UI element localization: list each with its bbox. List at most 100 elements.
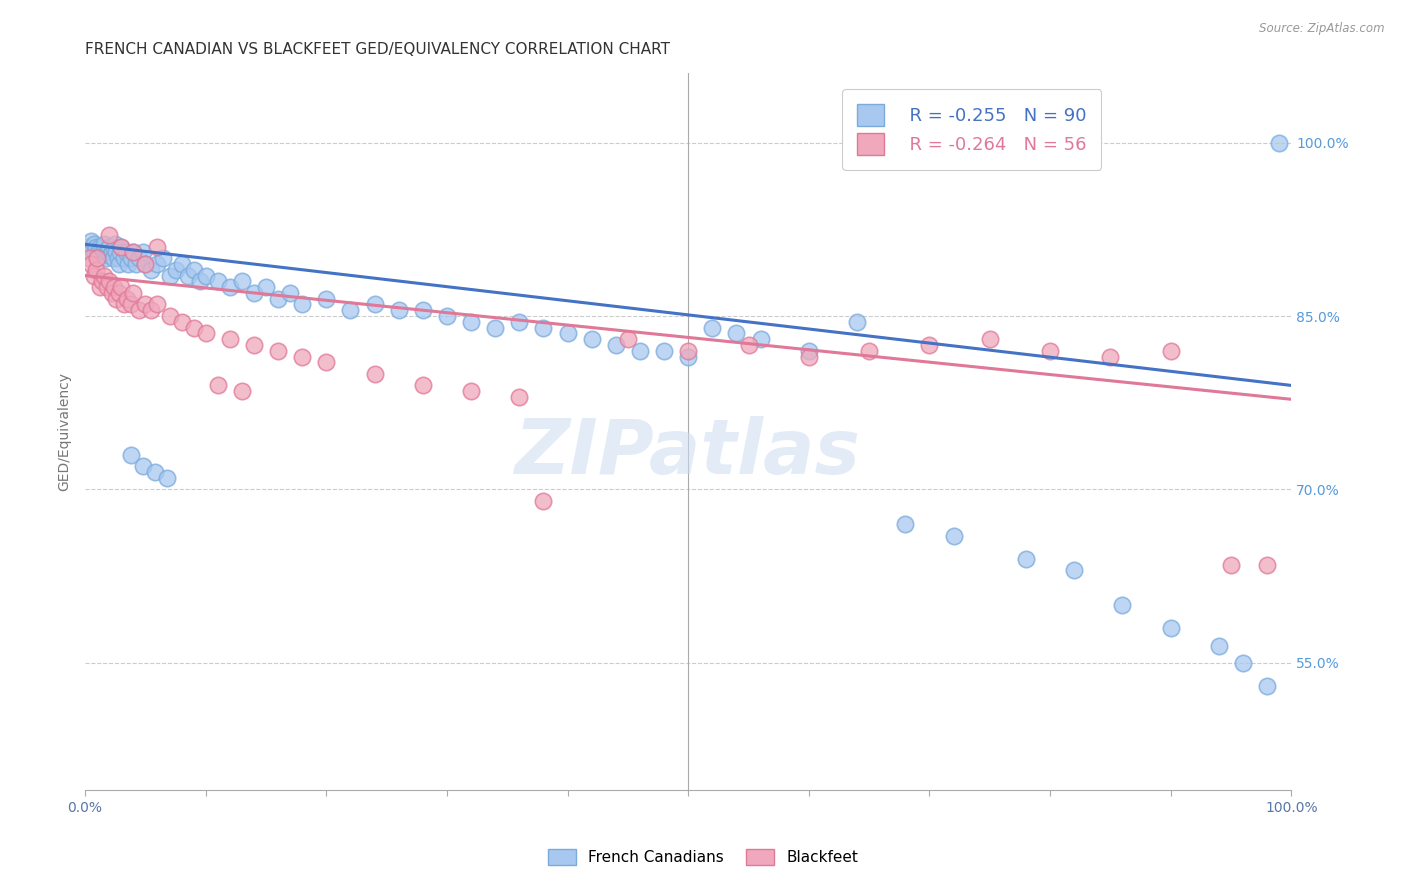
Point xyxy=(508,390,530,404)
Point xyxy=(1039,343,1062,358)
Point xyxy=(942,529,965,543)
Point xyxy=(254,280,277,294)
Point xyxy=(108,285,131,300)
Point xyxy=(87,245,110,260)
Point xyxy=(156,471,179,485)
Point xyxy=(152,251,174,265)
Point xyxy=(76,240,98,254)
Point xyxy=(90,249,112,263)
Point xyxy=(98,274,121,288)
Point xyxy=(412,378,434,392)
Point xyxy=(315,292,337,306)
Point xyxy=(108,257,131,271)
Point xyxy=(218,332,240,346)
Point xyxy=(581,332,603,346)
Point xyxy=(315,355,337,369)
Point xyxy=(702,320,724,334)
Point xyxy=(77,251,100,265)
Point xyxy=(1256,679,1278,693)
Point xyxy=(132,459,155,474)
Point xyxy=(110,240,132,254)
Point xyxy=(291,350,314,364)
Point xyxy=(243,338,266,352)
Point xyxy=(159,268,181,283)
Point xyxy=(141,303,163,318)
Point xyxy=(291,297,314,311)
Point xyxy=(412,303,434,318)
Point xyxy=(207,378,229,392)
Point xyxy=(128,251,150,265)
Point xyxy=(797,350,820,364)
Point xyxy=(858,343,880,358)
Point xyxy=(120,448,142,462)
Legend:   R = -0.255   N = 90,   R = -0.264   N = 56: R = -0.255 N = 90, R = -0.264 N = 56 xyxy=(842,89,1101,169)
Point xyxy=(108,245,131,260)
Point xyxy=(1208,639,1230,653)
Point xyxy=(103,280,125,294)
Point xyxy=(122,245,145,260)
Point xyxy=(194,268,217,283)
Point xyxy=(165,262,187,277)
Point xyxy=(243,285,266,300)
Point xyxy=(86,251,108,265)
Text: FRENCH CANADIAN VS BLACKFEET GED/EQUIVALENCY CORRELATION CHART: FRENCH CANADIAN VS BLACKFEET GED/EQUIVAL… xyxy=(86,42,671,57)
Point xyxy=(112,251,135,265)
Point xyxy=(96,245,118,260)
Point xyxy=(101,251,124,265)
Point xyxy=(533,320,555,334)
Point xyxy=(93,237,115,252)
Point xyxy=(170,315,193,329)
Point xyxy=(159,309,181,323)
Point xyxy=(83,237,105,252)
Point xyxy=(846,315,869,329)
Point xyxy=(104,237,127,252)
Point xyxy=(125,257,148,271)
Point xyxy=(188,274,211,288)
Y-axis label: GED/Equivalency: GED/Equivalency xyxy=(58,372,72,491)
Point xyxy=(105,292,128,306)
Point xyxy=(267,292,290,306)
Point xyxy=(105,245,128,260)
Point xyxy=(170,257,193,271)
Text: Source: ZipAtlas.com: Source: ZipAtlas.com xyxy=(1260,22,1385,36)
Point xyxy=(84,262,107,277)
Point xyxy=(1063,564,1085,578)
Point xyxy=(86,251,108,265)
Point xyxy=(79,245,101,260)
Point xyxy=(676,343,699,358)
Point xyxy=(918,338,941,352)
Point xyxy=(1268,136,1291,150)
Point xyxy=(1160,343,1182,358)
Point xyxy=(979,332,1001,346)
Point xyxy=(83,268,105,283)
Point xyxy=(183,320,205,334)
Point xyxy=(533,494,555,508)
Point xyxy=(100,248,122,262)
Point xyxy=(80,234,103,248)
Point xyxy=(117,257,139,271)
Text: ZIPatlas: ZIPatlas xyxy=(515,417,862,491)
Point xyxy=(749,332,772,346)
Point xyxy=(91,274,114,288)
Point xyxy=(652,343,675,358)
Point xyxy=(146,297,169,311)
Point xyxy=(508,315,530,329)
Point xyxy=(484,320,506,334)
Point xyxy=(134,257,156,271)
Point xyxy=(120,251,142,265)
Point xyxy=(218,280,240,294)
Point xyxy=(107,251,129,265)
Point xyxy=(363,297,385,311)
Point xyxy=(97,242,120,256)
Point xyxy=(96,280,118,294)
Point xyxy=(146,257,169,271)
Point xyxy=(134,297,156,311)
Point xyxy=(94,251,117,265)
Point xyxy=(93,268,115,283)
Point xyxy=(1160,621,1182,635)
Point xyxy=(194,326,217,341)
Point xyxy=(460,384,482,399)
Point xyxy=(1015,552,1038,566)
Point xyxy=(117,292,139,306)
Point xyxy=(676,350,699,364)
